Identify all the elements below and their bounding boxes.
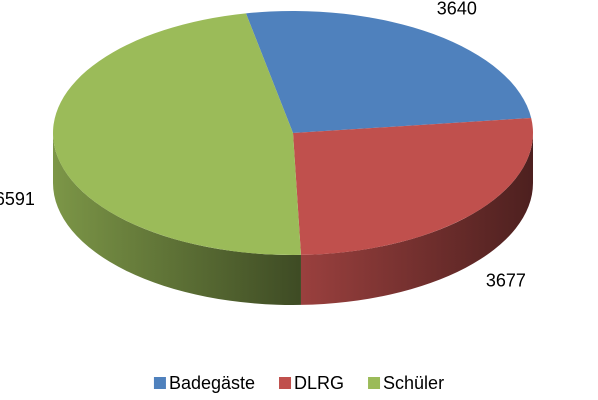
value-label: 6591 <box>0 189 35 209</box>
legend-swatch <box>153 377 166 389</box>
legend-swatch <box>368 377 381 389</box>
pie-side <box>53 133 301 305</box>
pie-slice <box>293 117 533 255</box>
legend-label: Schüler <box>383 373 444 393</box>
legend: Badegäste DLRG Schüler <box>153 373 444 393</box>
pie-slice <box>245 11 532 134</box>
pie-slice <box>53 13 301 256</box>
pie-side <box>300 133 534 305</box>
legend-label: Badegäste <box>169 373 255 393</box>
value-label: 3640 <box>437 0 477 18</box>
legend-label: DLRG <box>294 373 344 393</box>
value-label: 3677 <box>486 270 526 290</box>
legend-swatch <box>279 377 292 389</box>
